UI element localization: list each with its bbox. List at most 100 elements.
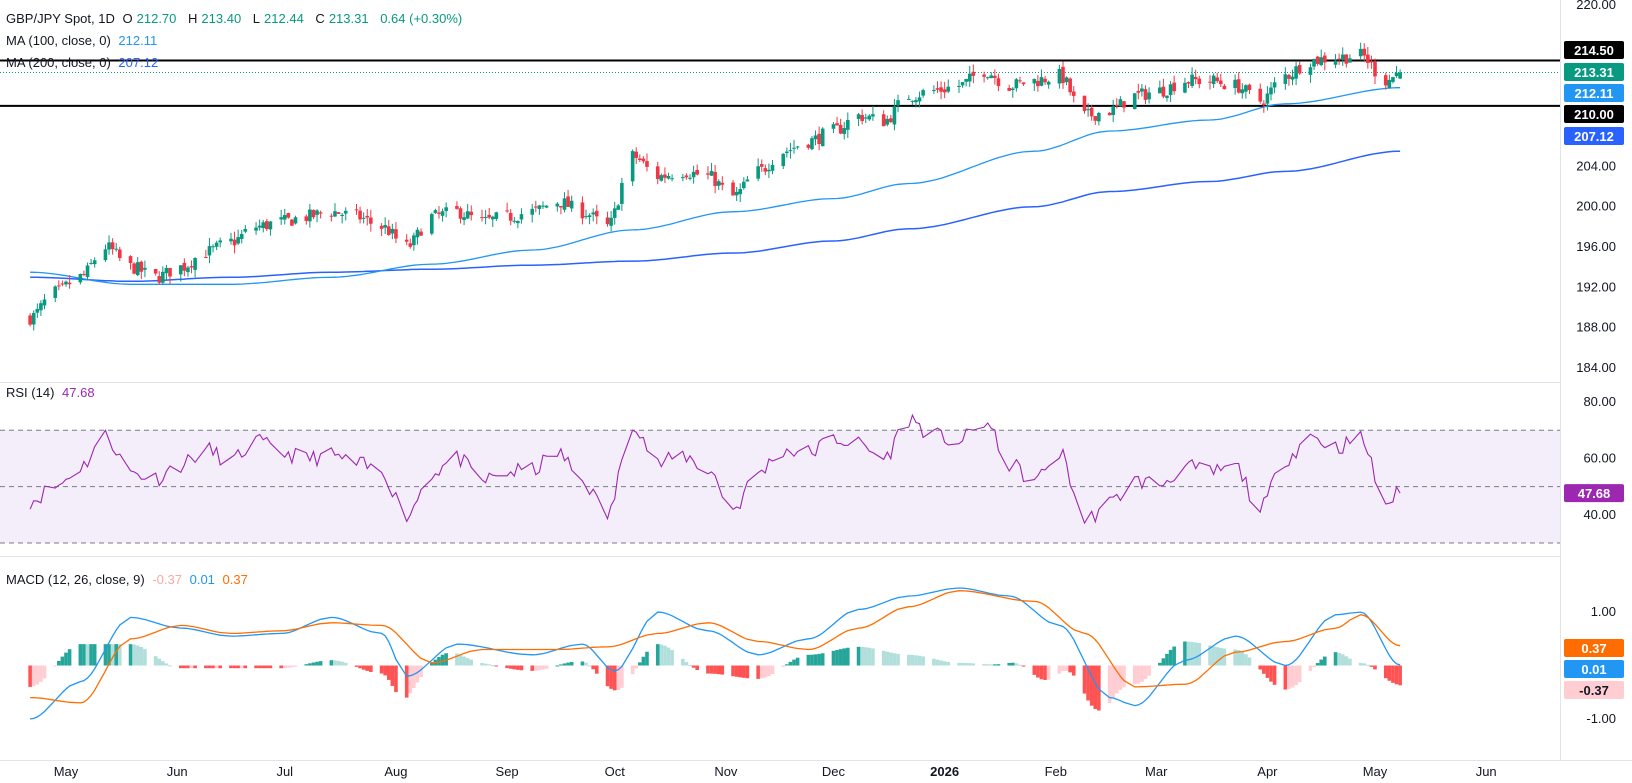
- candle: [1322, 52, 1327, 71]
- macd-histogram-bar: [1236, 650, 1241, 666]
- candle-body: [813, 135, 818, 140]
- macd-histogram-bar: [1061, 665, 1065, 672]
- candle: [329, 213, 334, 222]
- candle-body: [279, 217, 283, 220]
- candle-body: [691, 171, 696, 178]
- macd-histogram-bar: [537, 665, 542, 671]
- macd-legend[interactable]: MACD (12, 26, close, 9) -0.37 0.01 0.37: [6, 572, 252, 587]
- macd-histogram-bar: [584, 662, 588, 666]
- macd-histogram-bar: [1111, 665, 1115, 698]
- candle: [767, 163, 771, 179]
- candle-body: [1383, 75, 1388, 86]
- macd-histogram-bar: [767, 665, 771, 677]
- candle-body: [1394, 72, 1399, 77]
- candle-body: [107, 242, 111, 250]
- candle-body: [89, 263, 93, 265]
- price-badges[interactable]: 214.50 213.31 212.11 210.00 207.12 47.68 0.37 0…: [1564, 41, 1624, 699]
- candle-body: [1208, 81, 1212, 83]
- candle-body: [842, 128, 847, 134]
- candle-body: [390, 228, 395, 234]
- candle: [508, 209, 513, 226]
- candle: [594, 204, 599, 225]
- ma100-value: 212.11: [118, 33, 158, 48]
- candle-body: [336, 212, 341, 214]
- candle-body: [1297, 65, 1302, 74]
- candle: [261, 219, 266, 233]
- candle: [530, 203, 535, 223]
- candle-body: [871, 114, 875, 117]
- macd-histogram-bar: [1036, 665, 1040, 678]
- candle: [1294, 60, 1298, 86]
- candle-body: [64, 281, 68, 285]
- macd-histogram-bar: [695, 665, 699, 671]
- candle: [92, 257, 97, 268]
- macd-badge: 0.01: [1564, 660, 1624, 678]
- macd-histogram-bar: [1366, 664, 1370, 666]
- candle: [390, 223, 395, 240]
- time-tick-label: Oct: [605, 764, 626, 779]
- candle: [691, 165, 696, 184]
- macd-histogram-bar: [394, 665, 398, 693]
- candle: [756, 158, 760, 182]
- candle-body: [960, 82, 965, 86]
- candle-body: [214, 242, 219, 247]
- candle: [785, 147, 789, 158]
- macd-histogram-bar: [587, 665, 592, 667]
- symbol-title[interactable]: GBP/JPY Spot, 1D: [6, 11, 115, 26]
- candle: [982, 71, 986, 83]
- candle-body: [985, 77, 990, 79]
- candle-body: [512, 220, 517, 222]
- candle: [1140, 84, 1144, 97]
- candle-body: [1114, 105, 1119, 107]
- macd-histogram-bar: [982, 664, 986, 666]
- macd-histogram-bar: [193, 665, 197, 669]
- candle: [942, 81, 947, 99]
- candle-body: [236, 237, 240, 244]
- candle: [1039, 69, 1044, 87]
- candle-body: [232, 239, 237, 246]
- histogram-badge-box: [1564, 681, 1624, 699]
- candle-body: [594, 210, 599, 217]
- candle-body: [455, 206, 459, 209]
- time-tick-label: Mar: [1145, 764, 1168, 779]
- candle: [706, 166, 710, 180]
- macd-histogram-bar: [178, 665, 183, 669]
- macd-histogram-bar: [1007, 662, 1011, 666]
- candle: [1190, 67, 1194, 88]
- candle: [354, 203, 359, 215]
- candle-body: [993, 75, 997, 78]
- macd-histogram-bar: [1183, 641, 1187, 666]
- candle: [1333, 54, 1338, 69]
- candle: [1369, 55, 1374, 69]
- ma100-label: MA (100, close, 0): [6, 33, 111, 48]
- candle: [1197, 75, 1202, 89]
- candle-body: [1344, 54, 1349, 64]
- candle: [415, 227, 420, 245]
- macd-histogram-bar: [641, 656, 646, 666]
- macd-histogram-bar: [989, 664, 994, 666]
- candle-body: [1140, 88, 1144, 92]
- macd-histogram-bar: [946, 661, 951, 666]
- candle-body: [1319, 57, 1324, 66]
- rsi-legend[interactable]: RSI (14) 47.68: [6, 385, 99, 400]
- candle-body: [810, 138, 814, 150]
- candle-body: [1043, 78, 1047, 83]
- candle-body: [369, 217, 373, 224]
- high-number: 213.40: [201, 11, 242, 26]
- ma100-legend[interactable]: MA (100, close, 0) 212.11: [6, 33, 161, 48]
- macd-histogram-bar: [103, 644, 108, 666]
- candle: [630, 149, 635, 186]
- candle-body: [1093, 116, 1098, 121]
- candle-body: [1197, 78, 1202, 85]
- candle-body: [910, 100, 915, 102]
- price-badge-ma200-box: [1564, 127, 1624, 145]
- histogram-badge-text: -0.37: [1579, 683, 1609, 698]
- macd-histogram-bar: [408, 665, 413, 694]
- ma200-legend[interactable]: MA (200, close, 0) 207.12: [6, 55, 162, 70]
- macd-histogram-bar: [1193, 642, 1198, 666]
- candle-body: [846, 120, 850, 130]
- candle-body: [584, 216, 588, 218]
- candle: [1097, 111, 1101, 126]
- candle-body: [178, 265, 183, 275]
- macd-histogram-bar: [1118, 665, 1123, 690]
